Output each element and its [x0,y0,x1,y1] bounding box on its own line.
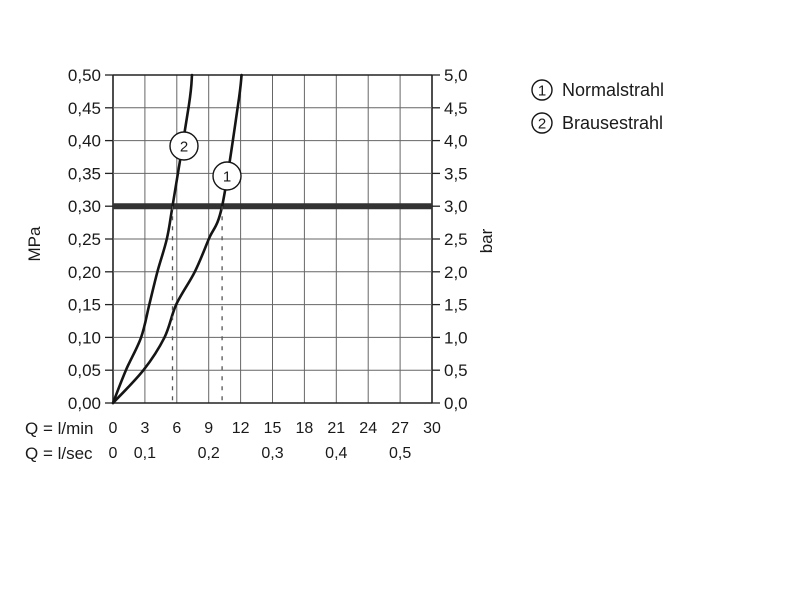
svg-text:0,30: 0,30 [68,197,101,216]
svg-text:0,45: 0,45 [68,99,101,118]
svg-text:0,5: 0,5 [389,445,411,462]
svg-text:Q = l/min: Q = l/min [25,419,94,438]
svg-text:27: 27 [391,420,409,437]
svg-text:Brausestrahl: Brausestrahl [562,113,663,133]
svg-text:30: 30 [423,420,441,437]
svg-text:4,0: 4,0 [444,132,468,151]
svg-text:0,0: 0,0 [444,394,468,413]
svg-text:1: 1 [538,83,546,100]
svg-text:2: 2 [538,116,546,133]
svg-text:Normalstrahl: Normalstrahl [562,80,664,100]
svg-text:0,00: 0,00 [68,394,101,413]
svg-text:2,5: 2,5 [444,230,468,249]
svg-text:0: 0 [109,420,118,437]
svg-text:12: 12 [232,420,250,437]
svg-text:2,0: 2,0 [444,263,468,282]
svg-text:0,10: 0,10 [68,328,101,347]
svg-text:18: 18 [296,420,314,437]
svg-text:15: 15 [264,420,282,437]
svg-text:0: 0 [109,445,118,462]
svg-text:9: 9 [204,420,213,437]
svg-text:1,0: 1,0 [444,328,468,347]
svg-text:3,0: 3,0 [444,197,468,216]
svg-text:1,5: 1,5 [444,296,468,315]
svg-text:0,25: 0,25 [68,230,101,249]
svg-text:21: 21 [327,420,345,437]
svg-text:0,40: 0,40 [68,132,101,151]
svg-text:3,5: 3,5 [444,164,468,183]
svg-text:0,2: 0,2 [198,445,220,462]
svg-text:0,20: 0,20 [68,263,101,282]
svg-text:5,0: 5,0 [444,66,468,85]
svg-text:2: 2 [180,139,188,156]
svg-text:3: 3 [140,420,149,437]
svg-text:6: 6 [172,420,181,437]
svg-text:0,35: 0,35 [68,164,101,183]
svg-text:24: 24 [359,420,377,437]
svg-text:0,05: 0,05 [68,361,101,380]
svg-text:MPa: MPa [25,226,44,262]
svg-text:0,3: 0,3 [261,445,283,462]
svg-text:0,1: 0,1 [134,445,156,462]
svg-text:0,15: 0,15 [68,296,101,315]
svg-text:1: 1 [223,169,231,186]
svg-text:0,5: 0,5 [444,361,468,380]
svg-text:bar: bar [477,228,496,253]
svg-text:0,4: 0,4 [325,445,347,462]
svg-text:4,5: 4,5 [444,99,468,118]
svg-text:Q = l/sec: Q = l/sec [25,444,93,463]
svg-text:0,50: 0,50 [68,66,101,85]
